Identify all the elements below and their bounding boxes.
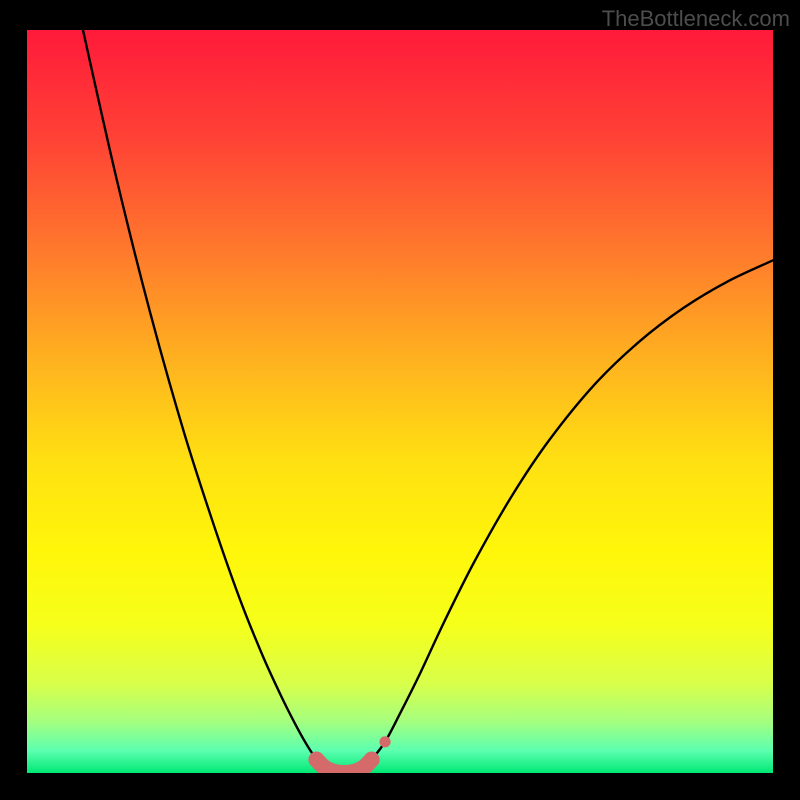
optimal-band-endpoint: [308, 752, 324, 768]
optimal-band-endpoint: [364, 752, 380, 768]
bottleneck-chart: [27, 30, 773, 773]
plot-frame: [27, 30, 773, 773]
optimal-band-marker: [379, 736, 390, 747]
gradient-background: [27, 30, 773, 773]
chart-container: TheBottleneck.com: [0, 0, 800, 800]
watermark-label: TheBottleneck.com: [602, 6, 790, 32]
